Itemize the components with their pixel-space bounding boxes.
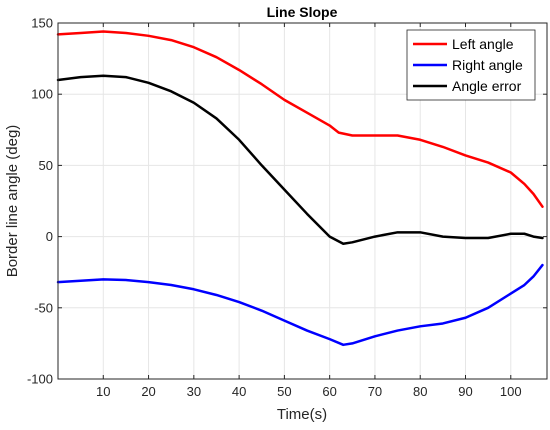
y-axis-ticks: -100 -50 0 50 100 150 (27, 16, 547, 387)
series-line-1 (56, 30, 544, 208)
y-tick-label: -50 (34, 300, 53, 315)
x-tick-label: 40 (232, 384, 246, 399)
x-tick-label: 50 (277, 384, 291, 399)
y-tick-label: 150 (31, 16, 53, 31)
y-tick-label: 50 (39, 158, 53, 173)
y-axis-label: Border line angle (deg) (4, 125, 21, 278)
y-tick-label: 100 (31, 87, 53, 102)
legend-label-2: Right angle (452, 57, 523, 73)
legend-items: Left angle Right angle Angle error (413, 36, 523, 94)
legend-label-3: Angle error (452, 78, 522, 94)
chart-title: Line Slope (267, 4, 338, 20)
series-line-2 (56, 263, 544, 347)
x-tick-label: 10 (96, 384, 110, 399)
x-tick-label: 80 (413, 384, 427, 399)
x-tick-label: 90 (458, 384, 472, 399)
x-tick-label: 100 (500, 384, 522, 399)
legend-label-1: Left angle (452, 36, 514, 52)
x-axis-label: Time(s) (277, 406, 327, 423)
series-lines (56, 30, 544, 347)
y-tick-label: 0 (46, 229, 53, 244)
legend: Left angle Right angle Angle error (406, 29, 536, 101)
x-tick-label: 30 (187, 384, 201, 399)
x-axis-ticks: 10 20 30 40 50 60 70 80 90 100 (96, 23, 522, 399)
x-tick-label: 60 (322, 384, 336, 399)
series-line-3 (56, 74, 544, 245)
x-tick-label: 20 (141, 384, 155, 399)
x-tick-label: 70 (368, 384, 382, 399)
y-tick-label: -100 (27, 372, 53, 387)
plot-frame (57, 22, 548, 380)
